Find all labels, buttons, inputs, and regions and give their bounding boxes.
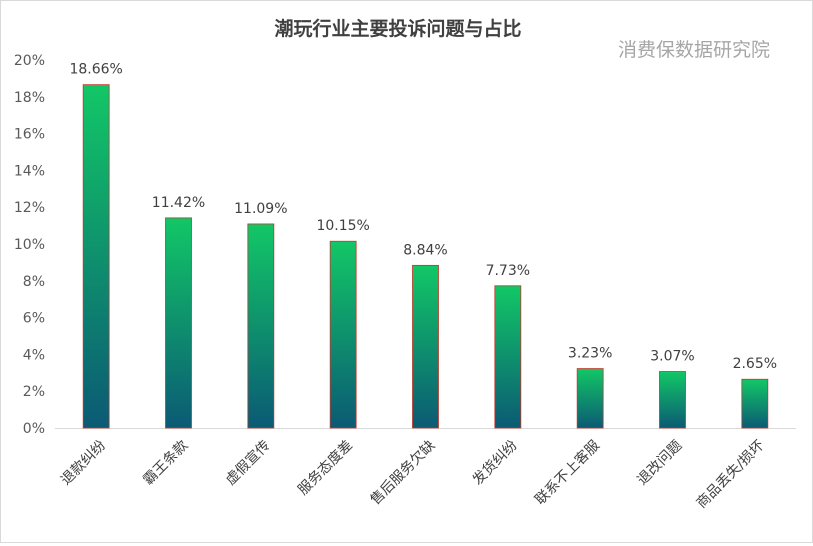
bar (659, 371, 686, 429)
bar (494, 285, 522, 429)
bar (741, 378, 769, 429)
chart-title: 潮玩行业主要投诉问题与占比 (274, 17, 521, 40)
y-tick-label: 8% (23, 274, 45, 290)
x-tick-label: 虚假宣传 (223, 438, 274, 489)
y-tick-label: 12% (14, 200, 45, 216)
bar (412, 264, 439, 429)
data-label: 11.09% (234, 201, 287, 217)
y-tick-label: 20% (14, 53, 45, 69)
x-tick-label: 服务态度差 (295, 438, 356, 499)
x-tick-label: 霸王条款 (140, 437, 192, 489)
bars-group (82, 84, 769, 429)
x-tick-label: 售后服务欠缺 (368, 438, 439, 509)
y-tick-label: 4% (23, 347, 45, 363)
data-label: 10.15% (316, 218, 369, 234)
y-tick-label: 0% (23, 421, 45, 437)
y-tick-label: 18% (14, 90, 45, 106)
x-axis-ticks: 退款纠纷 霸王条款 虚假宣传 服务态度差 售后服务欠缺 发货纠纷 联系不上客服 退改问题 商品丢… (58, 437, 768, 512)
x-tick-label: 退改问题 (634, 438, 685, 489)
y-tick-label: 6% (23, 311, 45, 327)
data-label: 18.66% (69, 62, 122, 78)
y-tick-label: 14% (14, 163, 45, 179)
bar (82, 84, 110, 429)
data-label: 3.07% (650, 349, 694, 365)
data-labels-group: 18.66% 11.42% 11.09% 10.15% 8.84% 7.73% 3.23% 3… (69, 62, 777, 373)
y-tick-label: 2% (23, 384, 45, 400)
bar (247, 223, 275, 429)
bar (576, 368, 604, 429)
x-tick-label: 商品丢失/损坏 (694, 438, 768, 512)
bar (165, 217, 192, 429)
x-tick-label: 发货纠纷 (469, 437, 521, 489)
data-label: 11.42% (152, 195, 205, 211)
data-label: 3.23% (568, 346, 612, 362)
y-tick-label: 10% (14, 237, 45, 253)
data-label: 2.65% (733, 356, 777, 372)
data-label: 8.84% (403, 242, 447, 258)
y-axis-ticks: 0% 2% 4% 6% 8% 10% 12% 14% 16% 18% 20% (14, 53, 45, 437)
x-tick-label: 退款纠纷 (58, 438, 109, 489)
x-tick-label: 联系不上客服 (532, 437, 603, 508)
y-tick-label: 16% (14, 127, 45, 143)
watermark-text: 消费保数据研究院 (618, 39, 770, 61)
bar (329, 240, 357, 429)
data-label: 7.73% (486, 263, 530, 279)
